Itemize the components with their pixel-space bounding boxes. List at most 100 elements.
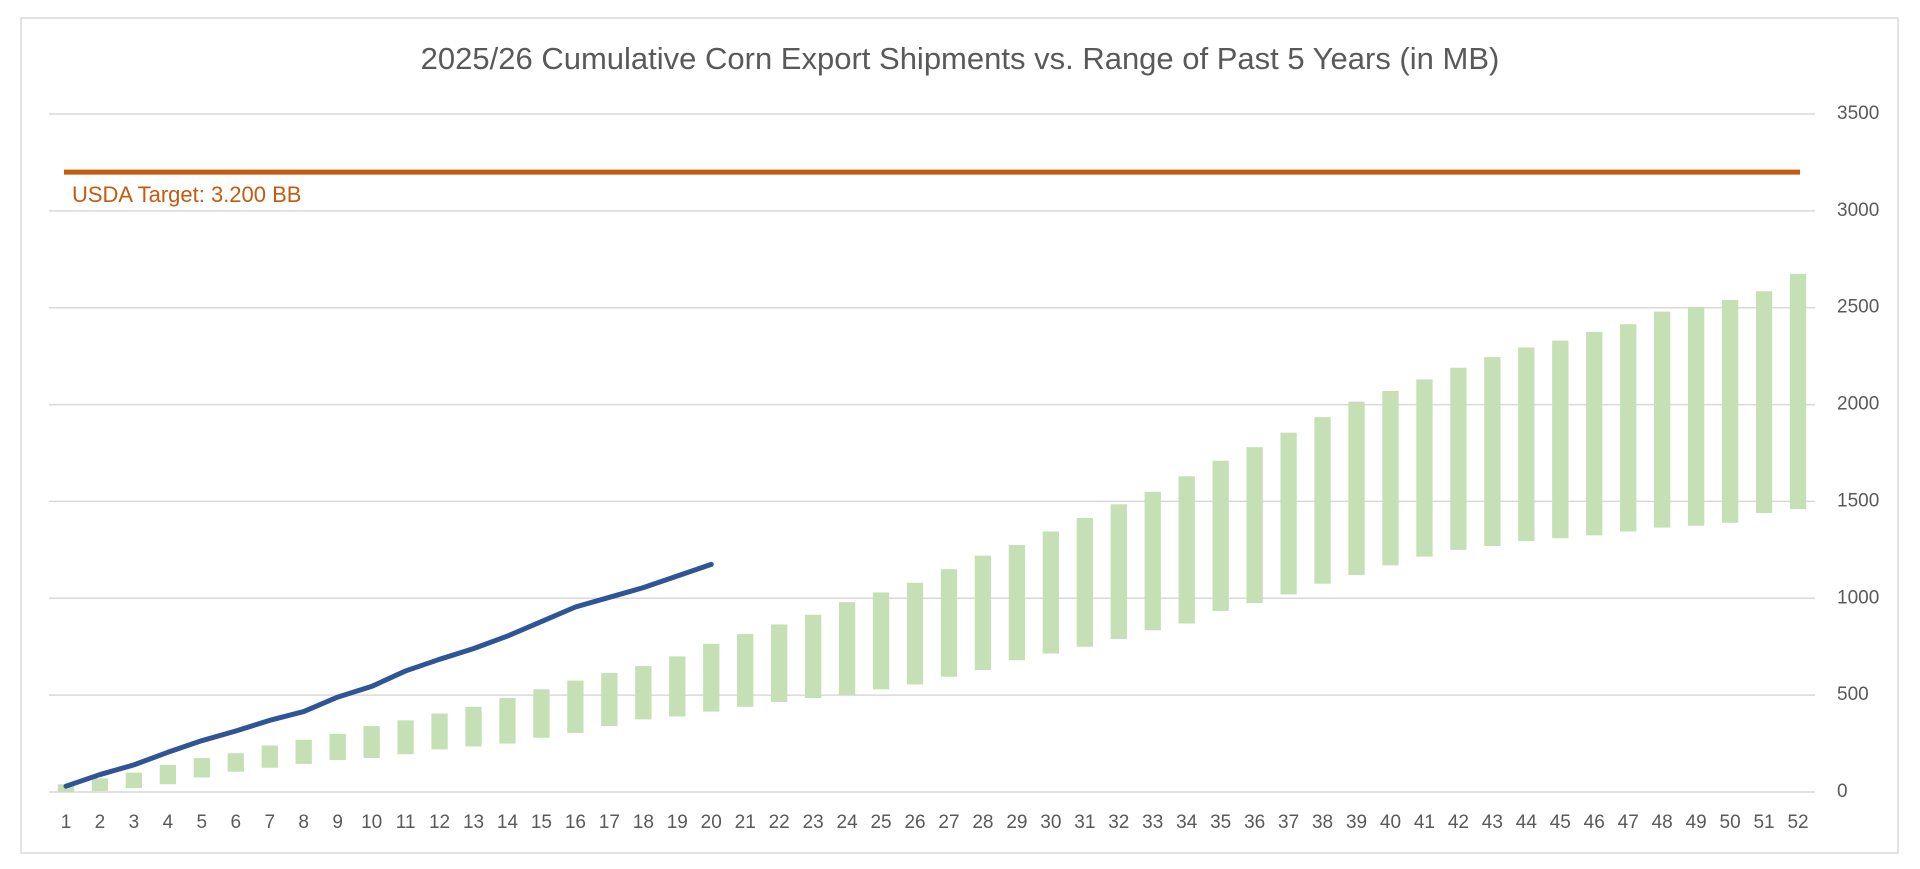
range-bar bbox=[872, 592, 890, 690]
x-tick-label: 44 bbox=[1516, 812, 1538, 833]
x-tick-label: 49 bbox=[1686, 812, 1707, 833]
range-bar bbox=[1687, 306, 1705, 526]
x-tick-label: 5 bbox=[197, 812, 208, 833]
range-bar bbox=[1348, 401, 1365, 576]
range-bar bbox=[974, 555, 992, 670]
range-bar bbox=[261, 745, 278, 768]
range-bar bbox=[1416, 379, 1433, 557]
range-bar bbox=[397, 720, 414, 755]
x-tick-label: 31 bbox=[1074, 812, 1095, 833]
x-tick-label: 28 bbox=[972, 812, 993, 833]
x-tick-label: 39 bbox=[1346, 812, 1367, 833]
x-tick-label: 41 bbox=[1414, 812, 1435, 833]
chart-border bbox=[20, 17, 1899, 854]
range-bar bbox=[499, 698, 516, 744]
range-bar bbox=[465, 706, 482, 747]
x-tick-label: 21 bbox=[735, 812, 756, 833]
range-bar bbox=[1382, 391, 1399, 566]
x-tick-label: 18 bbox=[633, 812, 654, 833]
y-tick-label: 1500 bbox=[1837, 490, 1879, 511]
x-tick-label: 36 bbox=[1244, 812, 1265, 833]
x-tick-label: 32 bbox=[1108, 812, 1129, 833]
range-bar bbox=[1755, 291, 1773, 514]
target-label: USDA Target: 3.200 BB bbox=[72, 182, 302, 207]
y-tick-label: 3500 bbox=[1837, 103, 1879, 124]
x-tick-label: 46 bbox=[1584, 812, 1605, 833]
range-bar bbox=[1518, 347, 1535, 542]
x-tick-label: 17 bbox=[599, 812, 620, 833]
x-tick-label: 34 bbox=[1176, 812, 1198, 833]
range-bar bbox=[1042, 531, 1060, 654]
range-bar bbox=[193, 758, 210, 778]
x-tick-label: 48 bbox=[1652, 812, 1673, 833]
range-bar bbox=[1246, 447, 1263, 604]
range-bar bbox=[1076, 517, 1093, 647]
x-tick-label: 35 bbox=[1210, 812, 1231, 833]
x-tick-label: 51 bbox=[1753, 812, 1774, 833]
range-bar bbox=[295, 739, 312, 764]
x-tick-label: 13 bbox=[463, 812, 484, 833]
x-tick-label: 16 bbox=[565, 812, 586, 833]
x-tick-label: 27 bbox=[938, 812, 959, 833]
x-tick-label: 1 bbox=[61, 812, 72, 833]
range-bar bbox=[125, 772, 143, 789]
x-tick-label: 7 bbox=[264, 812, 275, 833]
range-bar bbox=[1484, 357, 1501, 546]
y-tick-label: 2000 bbox=[1837, 394, 1879, 415]
range-bar bbox=[91, 778, 109, 792]
range-bar bbox=[703, 643, 720, 712]
x-tick-label: 15 bbox=[531, 812, 552, 833]
range-bar bbox=[1654, 311, 1671, 528]
x-tick-label: 12 bbox=[429, 812, 450, 833]
range-bar bbox=[601, 672, 618, 727]
x-tick-label: 26 bbox=[904, 812, 925, 833]
x-tick-label: 14 bbox=[497, 812, 519, 833]
x-tick-label: 25 bbox=[870, 812, 891, 833]
range-bar bbox=[1280, 432, 1297, 595]
shipments-line bbox=[63, 561, 714, 789]
x-tick-label: 40 bbox=[1380, 812, 1401, 833]
range-bar bbox=[1212, 460, 1229, 611]
range-bar bbox=[1552, 340, 1569, 539]
range-bar bbox=[940, 569, 958, 677]
x-tick-label: 9 bbox=[332, 812, 343, 833]
x-tick-label: 19 bbox=[667, 812, 688, 833]
y-tick-label: 1000 bbox=[1837, 587, 1879, 608]
range-bar bbox=[567, 680, 584, 733]
x-tick-label: 52 bbox=[1787, 812, 1808, 833]
x-tick-label: 43 bbox=[1482, 812, 1503, 833]
y-tick-label: 2500 bbox=[1837, 297, 1879, 318]
x-tick-label: 47 bbox=[1618, 812, 1639, 833]
range-bar bbox=[771, 624, 788, 702]
x-tick-label: 3 bbox=[129, 812, 140, 833]
range-bar bbox=[533, 689, 550, 738]
range-bar bbox=[1008, 545, 1026, 661]
range-bar bbox=[329, 733, 346, 761]
x-tick-label: 10 bbox=[361, 812, 382, 833]
x-tick-label: 11 bbox=[396, 812, 416, 833]
range-bar bbox=[1620, 324, 1637, 532]
range-bar bbox=[159, 764, 177, 785]
range-bar bbox=[669, 656, 686, 717]
x-tick-label: 33 bbox=[1142, 812, 1163, 833]
range-bar bbox=[227, 753, 244, 772]
x-tick-label: 8 bbox=[298, 812, 309, 833]
x-tick-label: 20 bbox=[701, 812, 722, 833]
x-tick-label: 4 bbox=[163, 812, 174, 833]
x-tick-label: 30 bbox=[1040, 812, 1061, 833]
range-bar bbox=[1144, 491, 1161, 631]
y-tick-label: 0 bbox=[1837, 781, 1848, 802]
x-tick-label: 50 bbox=[1720, 812, 1741, 833]
y-tick-label: 3000 bbox=[1837, 200, 1879, 221]
x-tick-label: 23 bbox=[803, 812, 824, 833]
range-bar bbox=[1450, 367, 1467, 550]
range-bar bbox=[804, 614, 822, 699]
x-tick-label: 38 bbox=[1312, 812, 1333, 833]
range-bar bbox=[1314, 417, 1331, 584]
x-tick-label: 6 bbox=[230, 812, 241, 833]
x-tick-label: 42 bbox=[1448, 812, 1469, 833]
range-bar bbox=[1586, 331, 1603, 536]
x-tick-label: 45 bbox=[1550, 812, 1571, 833]
range-bar bbox=[906, 582, 924, 685]
